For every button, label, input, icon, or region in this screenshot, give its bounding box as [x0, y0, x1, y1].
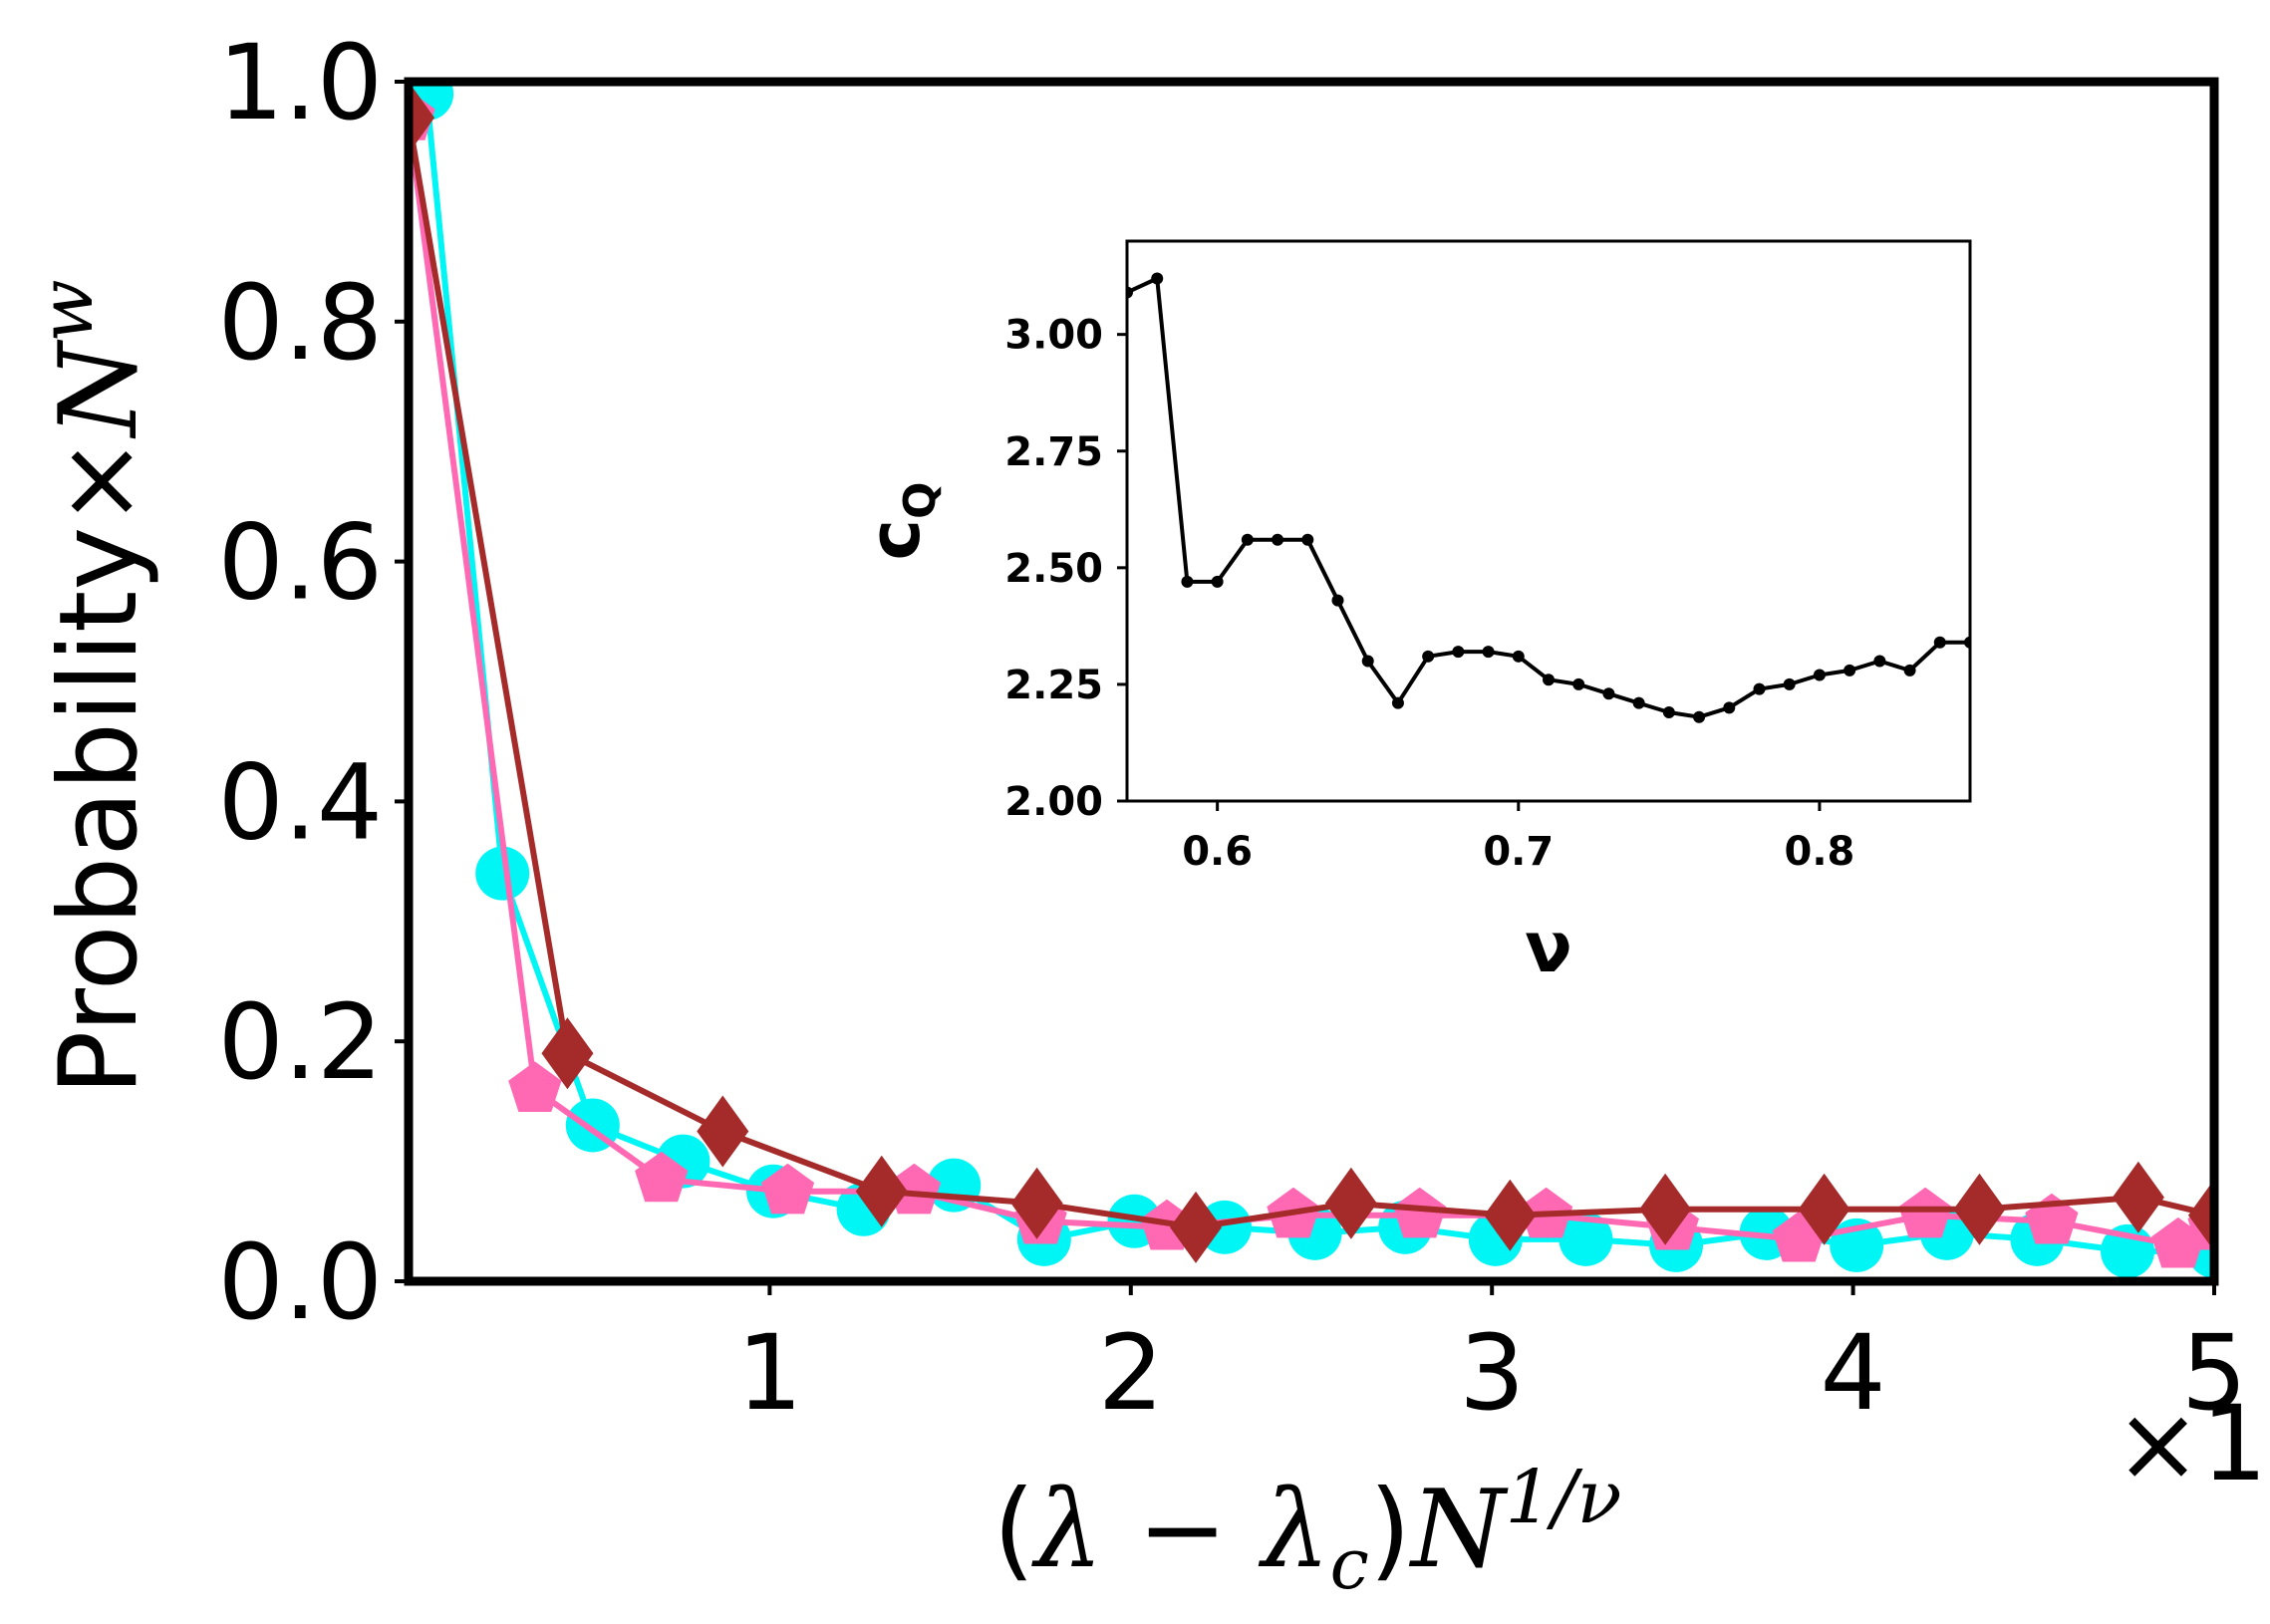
inset-dot-marker — [1361, 655, 1374, 668]
main-y-tick-label: 0.0 — [218, 1221, 383, 1343]
main-y-tick-label: 0.8 — [218, 262, 383, 384]
inset-y-axis-label: cQ — [854, 482, 946, 561]
inset-dot-marker — [1753, 682, 1766, 695]
inset-dot-marker — [1422, 650, 1435, 663]
inset-x-axis-label: ν — [1525, 907, 1572, 988]
inset-dot-marker — [1602, 687, 1615, 700]
inset-plot: 0.6 0.7 0.8 2.00 2.25 2.50 2.75 3.00 ν cQ — [854, 239, 1972, 988]
inset-dot-marker — [1272, 533, 1284, 546]
inset-x-axis-ticks: 0.6 0.7 0.8 — [1182, 801, 1854, 875]
diamond-marker — [2112, 1161, 2164, 1233]
inset-dot-marker — [1181, 575, 1194, 588]
diamond-marker — [1484, 1179, 1537, 1251]
main-y-axis-label: Probability×Nw — [24, 279, 161, 1095]
main-plot-frame — [404, 77, 2219, 1286]
main-x-tick-label: 4 — [1821, 1312, 1886, 1434]
inset-dot-marker — [1452, 646, 1465, 659]
main-plot: 1 2 3 4 5 0.0 0.2 0.4 0.6 0.8 1.0 (λ − λc)N1/ν ×1… — [24, 22, 2270, 1605]
inset-dot-marker — [1662, 706, 1675, 719]
main-x-tick-label: 1 — [736, 1312, 802, 1434]
inset-dot-marker — [1693, 710, 1706, 723]
inset-dot-marker — [1391, 696, 1404, 709]
inset-y-tick-label: 3.00 — [1004, 313, 1103, 359]
diamond-marker — [409, 82, 434, 154]
inset-x-tick-label: 0.7 — [1483, 829, 1554, 875]
diamond-marker — [1798, 1173, 1850, 1245]
main-x-axis-ticks: 1 2 3 4 5 — [736, 1281, 2247, 1434]
inset-x-tick-label: 0.8 — [1784, 829, 1854, 875]
pentagon-marker — [1898, 1187, 1952, 1238]
main-y-tick-label: 1.0 — [218, 22, 383, 143]
inset-dot-marker — [1933, 636, 1946, 649]
pentagon-marker — [1393, 1187, 1447, 1238]
inset-dot-marker — [1873, 655, 1886, 668]
inset-dot-marker — [1572, 677, 1585, 690]
inset-frame — [1125, 239, 1972, 803]
x-offset-label: ×104 — [2115, 1383, 2270, 1504]
main-x-tick-label: 5 — [2181, 1312, 2247, 1434]
inset-dot-marker — [1331, 594, 1344, 607]
main-y-tick-label: 0.4 — [218, 741, 383, 863]
circle-marker — [1559, 1212, 1613, 1266]
inset-y-tick-label: 2.00 — [1004, 779, 1103, 825]
diamond-marker — [1170, 1191, 1223, 1263]
series-brown-diamonds — [409, 82, 2214, 1263]
inset-dot-marker — [1241, 533, 1254, 546]
inset-dot-marker — [1723, 701, 1736, 714]
diamond-marker — [697, 1095, 749, 1168]
diamond-marker — [1010, 1167, 1063, 1239]
inset-series-cQ — [1127, 272, 1970, 723]
inset-dot-marker — [1512, 650, 1525, 663]
inset-dot-marker — [1632, 696, 1645, 709]
inset-dot-marker — [1543, 674, 1555, 686]
diamond-marker — [541, 1017, 594, 1090]
inset-dot-marker — [1482, 646, 1495, 659]
main-y-tick-label: 0.6 — [218, 502, 383, 624]
diamond-marker — [2188, 1179, 2214, 1251]
diamond-marker — [1639, 1173, 1692, 1245]
inset-dot-marker — [1813, 669, 1826, 681]
inset-y-tick-label: 2.50 — [1004, 546, 1103, 592]
inset-dot-marker — [1783, 677, 1796, 690]
inset-background — [1127, 241, 1970, 801]
inset-dot-marker — [1844, 664, 1856, 677]
main-series-group — [409, 82, 2214, 1278]
inset-y-axis-ticks: 2.00 2.25 2.50 2.75 3.00 — [1004, 313, 1127, 825]
pentagon-marker — [635, 1151, 689, 1203]
pentagon-marker — [887, 1163, 941, 1215]
main-x-tick-label: 2 — [1098, 1312, 1164, 1434]
inset-dot-marker — [1151, 272, 1164, 285]
diamond-marker — [1324, 1167, 1377, 1239]
main-x-tick-label: 3 — [1459, 1312, 1525, 1434]
inset-dot-marker — [1211, 575, 1224, 588]
diamond-marker — [855, 1155, 908, 1227]
inset-y-tick-label: 2.75 — [1004, 429, 1103, 475]
inset-x-tick-label: 0.6 — [1182, 829, 1253, 875]
inset-dot-marker — [1301, 533, 1314, 546]
inset-series-group — [1127, 272, 1970, 723]
pentagon-marker — [508, 1061, 562, 1112]
main-x-axis-label: (λ − λc)N1/ν — [993, 1455, 1621, 1605]
main-y-axis-ticks: 0.0 0.2 0.4 0.6 0.8 1.0 — [218, 22, 409, 1343]
circle-marker — [475, 846, 530, 901]
pentagon-marker — [760, 1163, 815, 1215]
inset-dot-marker — [1903, 664, 1916, 677]
inset-y-tick-label: 2.25 — [1004, 663, 1103, 708]
diamond-marker — [1953, 1173, 2006, 1245]
main-y-tick-label: 0.2 — [218, 981, 383, 1103]
